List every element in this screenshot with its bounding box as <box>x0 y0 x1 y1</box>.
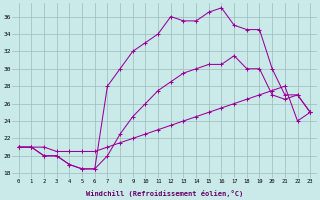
X-axis label: Windchill (Refroidissement éolien,°C): Windchill (Refroidissement éolien,°C) <box>86 190 243 197</box>
